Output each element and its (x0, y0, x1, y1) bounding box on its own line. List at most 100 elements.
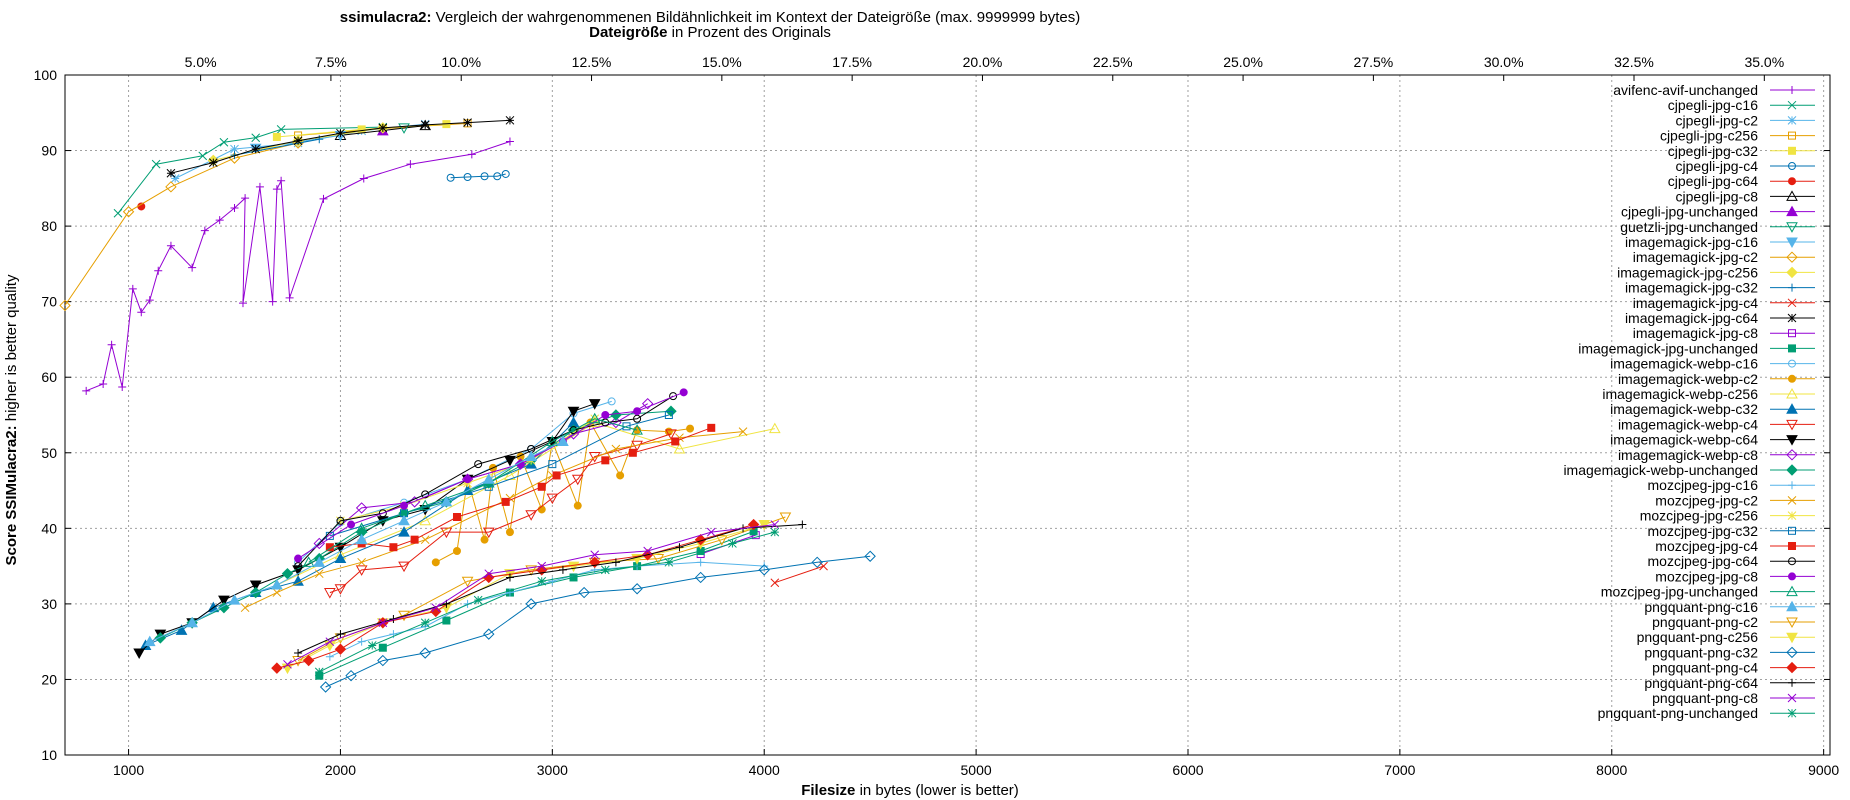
legend-entry-imagemagick-webp-c2: imagemagick-webp-c2 (1618, 371, 1815, 387)
data-point (548, 460, 557, 469)
data-point (537, 482, 546, 491)
data-point (378, 643, 387, 652)
legend-label: mozcjpeg-jpg-c2 (1655, 492, 1758, 508)
series-guetzli-jpg-unchanged (398, 123, 410, 134)
data-point (166, 168, 176, 178)
data-point (463, 118, 472, 127)
data-point (377, 654, 389, 667)
top-tick-label: 12.5% (572, 54, 612, 70)
legend-entry-imagemagick-jpg-c4: imagemagick-jpg-c4 (1633, 295, 1815, 311)
data-point (760, 562, 769, 571)
legend-entry-pngquant-png-c8: pngquant-png-c8 (1652, 690, 1815, 706)
data-point (770, 578, 780, 588)
legend-entry-imagemagick-jpg-c2: imagemagick-jpg-c2 (1633, 249, 1815, 265)
grid (65, 75, 1830, 755)
data-point (440, 495, 453, 507)
data-point (505, 137, 514, 146)
data-point (294, 649, 303, 657)
legend-label: pngquant-png-c32 (1644, 644, 1758, 660)
data-point (357, 557, 366, 567)
data-point (272, 132, 281, 141)
data-point (355, 565, 368, 576)
data-point (170, 174, 180, 183)
data-point (277, 176, 286, 185)
series-line-imagemagick-jpg-c2 (64, 142, 299, 306)
data-point (249, 580, 262, 592)
data-point (293, 136, 303, 146)
data-point (325, 637, 335, 647)
legend-label: mozcjpeg-jpg-c4 (1655, 538, 1758, 554)
legend-marker (1788, 86, 1796, 94)
data-point (113, 208, 123, 218)
data-point (324, 588, 336, 599)
legend-entry-imagemagick-webp-c4: imagemagick-webp-c4 (1618, 416, 1815, 432)
data-point (758, 564, 770, 576)
series-avifenc-avif-unchanged (82, 137, 514, 395)
data-point (474, 460, 483, 469)
legend-entry-cjpegli-jpg-c16: cjpegli-jpg-c16 (1668, 97, 1815, 113)
data-point (525, 510, 537, 521)
legend-marker (1786, 464, 1798, 476)
data-point (389, 543, 398, 552)
legend-label: imagemagick-jpg-c2 (1633, 249, 1758, 265)
legend-marker (1786, 222, 1798, 233)
legend-marker (1786, 449, 1798, 461)
series-line-cjpegli-jpg-c4 (450, 173, 506, 179)
data-point (336, 128, 345, 138)
legend-entry-mozcjpeg-jpg-c2: mozcjpeg-jpg-c2 (1655, 492, 1815, 508)
top-tick-label: 10.0% (441, 54, 481, 70)
plot-border (64, 74, 1831, 756)
data-point (420, 618, 430, 628)
y-axis-label-bold: Score SSIMulacra2: (3, 425, 20, 565)
data-point (283, 659, 292, 669)
legend-label: imagemagick-jpg-unchanged (1578, 340, 1758, 356)
data-point (567, 561, 580, 573)
data-point (188, 263, 197, 272)
data-point (410, 535, 419, 544)
data-point (501, 169, 510, 178)
legend-label: cjpegli-jpg-c2 (1676, 112, 1759, 128)
series-pngquant-png-unchanged (314, 527, 780, 677)
legend-entry-pngquant-png-c16: pngquant-png-c16 (1644, 599, 1815, 615)
data-point (154, 632, 167, 644)
data-point (567, 406, 580, 418)
legend-marker (1787, 116, 1797, 125)
data-point (673, 442, 686, 454)
legend-label: pngquant-png-c2 (1652, 614, 1758, 630)
series-line-pngquant-png-c8 (287, 524, 775, 665)
legend-label: imagemagick-webp-c32 (1610, 401, 1758, 417)
data-point (473, 595, 483, 605)
legend-label: mozcjpeg-jpg-c16 (1648, 477, 1759, 493)
data-point (715, 535, 728, 546)
data-point (215, 216, 224, 225)
data-point (137, 308, 146, 317)
data-point (355, 522, 368, 533)
legend-label: imagemagick-webp-c64 (1610, 432, 1758, 448)
legend-entry-cjpegli-jpg-c256: cjpegli-jpg-c256 (1660, 128, 1815, 144)
legend-label: cjpegli-jpg-unchanged (1621, 204, 1758, 220)
data-point (314, 667, 324, 677)
data-point (255, 182, 264, 191)
legend-entry-mozcjpeg-jpg-c8: mozcjpeg-jpg-c8 (1655, 568, 1815, 584)
axes: 10 20 30 40 50 60 70 80 90 100 1000 2000 3000 4000 500… (34, 54, 1840, 778)
data-point (798, 520, 807, 529)
data-point (208, 158, 218, 167)
legend-entry-guetzli-jpg-unchanged: guetzli-jpg-unchanged (1620, 219, 1815, 235)
data-point (558, 565, 567, 574)
data-point (440, 527, 453, 539)
legend-label: imagemagick-webp-unchanged (1563, 462, 1758, 478)
legend-marker (1786, 617, 1798, 629)
legend-label: cjpegli-jpg-c16 (1668, 97, 1758, 113)
data-point (420, 120, 430, 130)
y-tick-label: 40 (41, 520, 57, 536)
data-point (569, 573, 578, 582)
data-point (537, 561, 547, 571)
data-point (811, 556, 823, 569)
legend-entry-imagemagick-webp-c16: imagemagick-webp-c16 (1610, 356, 1815, 372)
legend-label: mozcjpeg-jpg-c32 (1648, 523, 1759, 539)
data-point (611, 558, 620, 567)
data-point (552, 471, 561, 480)
chart-title-bold: ssimulacra2: (340, 9, 432, 26)
data-point (268, 297, 277, 306)
